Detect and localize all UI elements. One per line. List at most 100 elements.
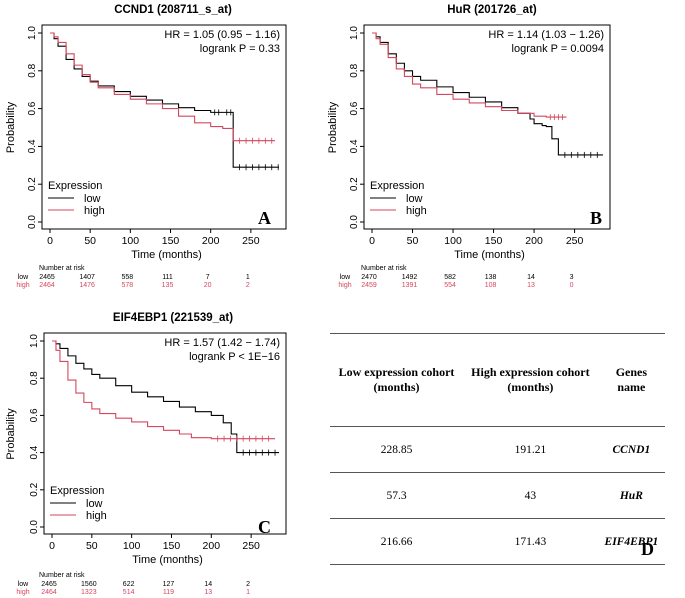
risk-value: 2465: [41, 581, 57, 588]
logrank-annotation: logrank P = 0.0094: [512, 43, 604, 55]
risk-value: 119: [163, 589, 174, 596]
risk-value: 14: [204, 581, 212, 588]
legend-title: Expression: [50, 485, 104, 497]
risk-value: 135: [162, 282, 174, 289]
risk-value: 13: [204, 589, 212, 596]
risk-row-label-low: low: [18, 274, 29, 281]
col-header-gene: Genes name: [615, 365, 648, 394]
risk-value: 1323: [81, 589, 97, 596]
y-tick-label: 0.8: [349, 63, 360, 77]
survival-curve-low: [52, 340, 280, 454]
risk-value: 1: [246, 274, 250, 281]
survival-curve-high: [52, 340, 276, 440]
cell-low: 216.66: [380, 535, 413, 548]
panel-label-a: A: [258, 208, 271, 228]
legend-title: Expression: [370, 180, 424, 192]
x-tick-label: 200: [203, 540, 221, 552]
x-tick-label: 150: [162, 235, 180, 247]
x-tick-label: 250: [566, 235, 584, 247]
risk-value: 20: [204, 282, 212, 289]
risk-value: 2465: [39, 274, 55, 281]
risk-value: 1407: [79, 274, 95, 281]
panel-label-b: B: [590, 208, 602, 228]
cell-low: 228.85: [380, 443, 413, 456]
plot-frame: [43, 332, 287, 535]
risk-value: 14: [527, 274, 535, 281]
risk-row-label-high: high: [338, 282, 351, 289]
hr-annotation: HR = 1.57 (1.42 − 1.74): [164, 337, 280, 349]
legend-label-high: high: [86, 510, 107, 522]
legend-label-high: high: [84, 205, 105, 217]
legend-title: Expression: [48, 180, 102, 192]
cell-high: 43: [524, 489, 537, 502]
chart-title: HuR (201726_at): [447, 4, 537, 16]
x-tick-label: 200: [525, 235, 543, 247]
x-tick-label: 100: [123, 540, 141, 552]
survival-curve-high: [50, 32, 275, 142]
y-axis-label: Probability: [5, 408, 17, 460]
risk-value: 0: [570, 282, 574, 289]
risk-value: 2: [246, 282, 250, 289]
x-axis-label: Time (months): [131, 249, 202, 261]
x-tick-label: 0: [49, 540, 55, 552]
x-tick-label: 50: [84, 235, 96, 247]
logrank-annotation: logrank P = 0.33: [200, 43, 280, 55]
cell-gene: CCND1: [612, 443, 651, 456]
risk-value: 1: [246, 589, 250, 596]
km-panel-a: CCND1 (208711_s_at) 0.0 0.2 0.4 0.6 0.8 1.0 Pro…: [5, 4, 287, 289]
risk-table-header: Number at risk: [39, 265, 85, 272]
risk-value: 558: [122, 274, 134, 281]
risk-value: 1492: [402, 274, 418, 281]
y-tick-label: 0.4: [29, 445, 40, 459]
x-tick-label: 0: [47, 235, 53, 247]
risk-value: 138: [485, 274, 497, 281]
table-row: 228.85 191.21 CCND1: [330, 427, 665, 473]
cell-gene: HuR: [619, 489, 643, 502]
risk-value: 3: [570, 274, 574, 281]
table-row: 57.3 43 HuR: [330, 473, 665, 519]
x-tick-label: 150: [163, 540, 181, 552]
x-axis-label: Time (months): [132, 554, 203, 566]
risk-value: 582: [444, 274, 456, 281]
y-tick-label: 0.2: [27, 177, 38, 191]
risk-value: 2464: [39, 282, 55, 289]
y-tick-label: 0.6: [349, 101, 360, 115]
risk-table-header: Number at risk: [361, 265, 407, 272]
x-tick-label: 100: [444, 235, 462, 247]
x-tick-label: 50: [407, 235, 419, 247]
cell-gene: EIF4EBP1: [604, 535, 659, 548]
plot-frame: [41, 24, 287, 230]
x-tick-label: 200: [202, 235, 220, 247]
risk-value: 13: [527, 282, 535, 289]
risk-row-label-high: high: [16, 589, 29, 596]
y-axis-label: Probability: [327, 101, 339, 153]
legend-label-low: low: [86, 498, 103, 510]
x-tick-label: 50: [86, 540, 98, 552]
chart-title: CCND1 (208711_s_at): [114, 4, 232, 16]
risk-value: 127: [163, 581, 175, 588]
y-tick-label: 0.4: [349, 139, 360, 153]
km-panel-b: HuR (201726_at) 0.0 0.2 0.4 0.6 0.8 1.0 Probabi…: [327, 4, 611, 289]
y-tick-label: 0.0: [27, 215, 38, 229]
logrank-annotation: logrank P < 1E−16: [189, 351, 280, 363]
risk-row-label-low: low: [340, 274, 351, 281]
x-tick-label: 0: [369, 235, 375, 247]
risk-row-label-high: high: [16, 282, 29, 289]
y-axis-label: Probability: [5, 101, 17, 153]
risk-value: 2464: [41, 589, 57, 596]
x-axis-label: Time (months): [454, 249, 525, 261]
y-tick-label: 0.8: [27, 63, 38, 77]
risk-value: 2470: [361, 274, 377, 281]
y-tick-label: 1.0: [27, 26, 38, 40]
plot-frame: [363, 24, 611, 230]
legend-label-high: high: [406, 205, 427, 217]
y-tick-label: 0.2: [29, 482, 40, 496]
table-row: 216.66 171.43 EIF4EBP1: [330, 519, 665, 565]
x-tick-label: 100: [122, 235, 140, 247]
legend-label-low: low: [84, 193, 101, 205]
risk-value: 1560: [81, 581, 97, 588]
y-tick-label: 1.0: [29, 334, 40, 348]
median-survival-table: Low expression cohort (months) High expr…: [330, 333, 665, 565]
y-tick-label: 0.8: [29, 371, 40, 385]
col-header-low: Low expression cohort (months): [338, 365, 455, 394]
